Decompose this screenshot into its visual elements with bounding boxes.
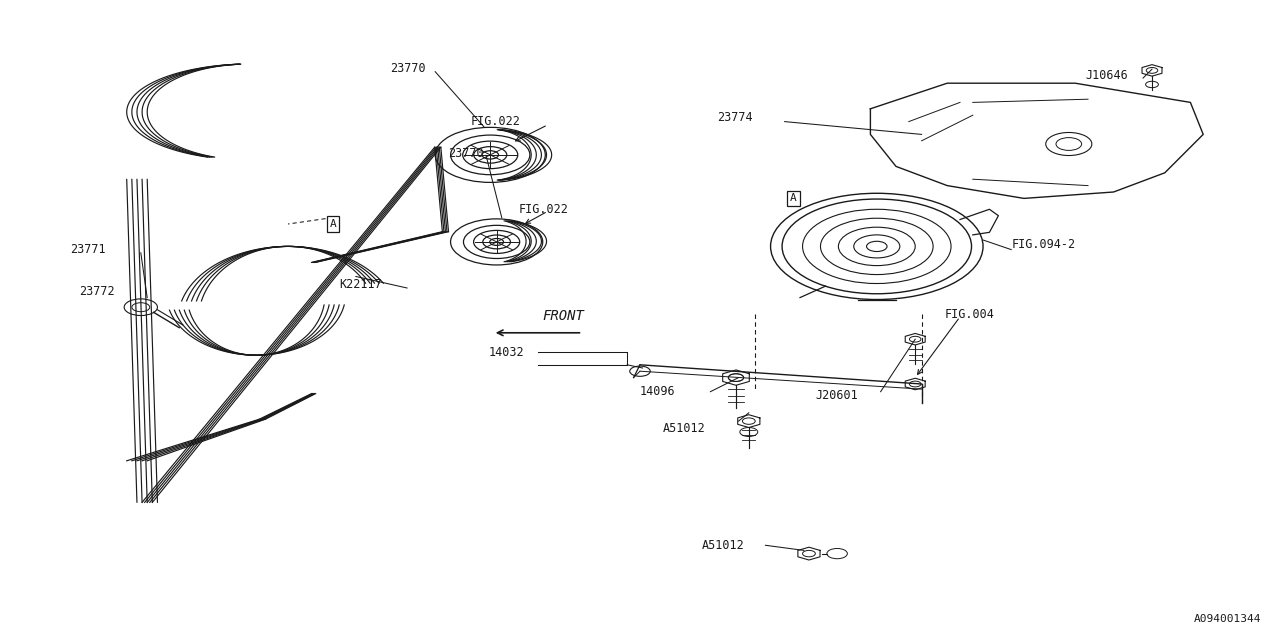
Text: A094001344: A094001344 (1193, 614, 1261, 624)
Text: 14032: 14032 (489, 346, 525, 358)
Text: 23771: 23771 (70, 243, 106, 256)
Text: A51012: A51012 (701, 539, 744, 552)
Text: J10646: J10646 (1085, 69, 1128, 82)
Text: A51012: A51012 (663, 422, 705, 435)
Text: J20601: J20601 (815, 389, 858, 402)
Text: FIG.022: FIG.022 (518, 203, 568, 216)
Text: K22117: K22117 (339, 278, 381, 291)
Text: FIG.022: FIG.022 (471, 115, 521, 128)
Text: FIG.094-2: FIG.094-2 (1011, 238, 1075, 251)
Text: 23770: 23770 (390, 62, 426, 75)
Text: 23772: 23772 (79, 285, 115, 298)
Text: A: A (790, 193, 797, 204)
Text: 14096: 14096 (640, 385, 676, 398)
Text: 23770: 23770 (448, 147, 484, 160)
Text: 23774: 23774 (717, 111, 753, 124)
Text: A: A (329, 219, 337, 229)
Text: FRONT: FRONT (543, 309, 584, 323)
Text: FIG.004: FIG.004 (945, 308, 995, 321)
